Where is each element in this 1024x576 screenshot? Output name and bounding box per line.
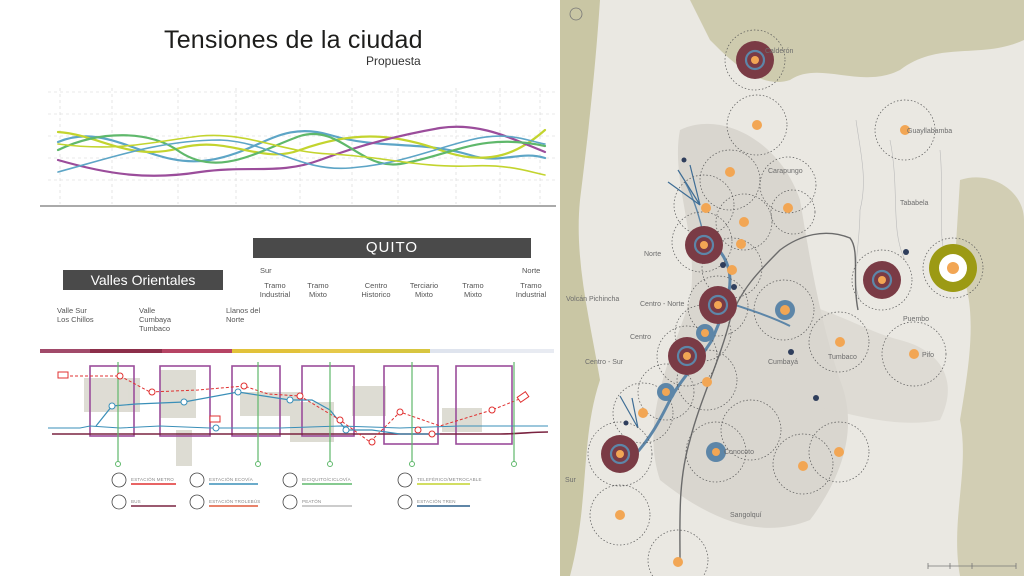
city-map: Calderón Guayllabamba Carapungo Tababela… bbox=[560, 0, 1024, 576]
page-subtitle: Propuesta bbox=[366, 54, 421, 68]
tension-line-green bbox=[56, 133, 547, 166]
tension-line-purple bbox=[56, 125, 547, 177]
place-tababela: Tababela bbox=[900, 200, 929, 207]
tension-lines-graph bbox=[40, 88, 556, 207]
zone-valle-sur: Valle Sur Los Chillos bbox=[57, 306, 94, 324]
zone-tramo-industrial-sur: Tramo Industrial bbox=[259, 281, 291, 299]
zone-tramo-industrial-norte: Tramo Industrial bbox=[515, 281, 547, 299]
valles-header: Valles Orientales bbox=[63, 270, 223, 290]
place-volcan: Volcán Pichincha bbox=[566, 296, 619, 303]
place-sangolqui: Sangolquí bbox=[730, 512, 762, 519]
legend-bicicleta: BICIQUITO/CICLOVÍA bbox=[302, 477, 351, 482]
legend-estacion-ecovia: ESTACIÓN ECOVÍA bbox=[209, 477, 253, 482]
airport-marker bbox=[929, 244, 977, 292]
place-centro-norte: Centro - Norte bbox=[640, 301, 684, 308]
urban-area bbox=[653, 123, 849, 528]
legend-estacion-metro: ESTACIÓN METRO bbox=[131, 477, 174, 482]
place-centro: Centro bbox=[630, 334, 651, 341]
legend-teleferico: TELEFÉRICO/METROCABLE bbox=[417, 477, 482, 482]
mountain-west bbox=[560, 0, 600, 576]
page-title: Tensiones de la ciudad bbox=[164, 26, 423, 54]
zone-tramo-mixto-sur: Tramo Mixto bbox=[307, 281, 329, 299]
place-puembo: Puembo bbox=[903, 316, 929, 323]
quito-header: QUITO bbox=[253, 238, 531, 258]
zone-centro-historico: Centro Historico bbox=[361, 281, 391, 299]
place-carapungo: Carapungo bbox=[768, 168, 803, 175]
route-line bbox=[679, 232, 859, 561]
place-pifo: Pifo bbox=[922, 352, 934, 359]
place-cumbaya: Cumbayá bbox=[768, 359, 798, 366]
place-norte: Norte bbox=[644, 251, 661, 258]
zone-tramo-mixto-norte: Tramo Mixto bbox=[462, 281, 484, 299]
zone-llanos-norte: Llanos del Norte bbox=[226, 306, 261, 324]
place-sur: Sur bbox=[565, 477, 577, 484]
place-guayllabamba: Guayllabamba bbox=[907, 128, 952, 135]
tension-line-yellow bbox=[56, 128, 547, 159]
zone-norte: Norte bbox=[522, 266, 541, 275]
transport-diagram bbox=[40, 349, 554, 467]
zone-sur: Sur bbox=[260, 266, 272, 275]
place-calderon: Calderón bbox=[765, 48, 794, 55]
legend-bus: BUS bbox=[131, 499, 141, 504]
zone-terciario-mixto: Terciario Mixto bbox=[409, 281, 439, 299]
legend-peaton: PEATÓN bbox=[302, 499, 322, 504]
place-conocoto: Conocoto bbox=[724, 449, 754, 456]
legend-estacion-trolebus: ESTACIÓN TROLEBÚS bbox=[209, 499, 261, 504]
zone-valle-cumbaya: Valle Cumbaya Tumbaco bbox=[139, 306, 172, 333]
legend-estacion-tren: ESTACIÓN TREN bbox=[417, 499, 456, 504]
legend-icons bbox=[111, 472, 470, 510]
diagram-panel: Tensiones de la ciudad Propuesta QUITO V… bbox=[40, 26, 556, 510]
place-tumbaco: Tumbaco bbox=[828, 354, 857, 361]
place-centro-sur: Centro - Sur bbox=[585, 359, 624, 366]
